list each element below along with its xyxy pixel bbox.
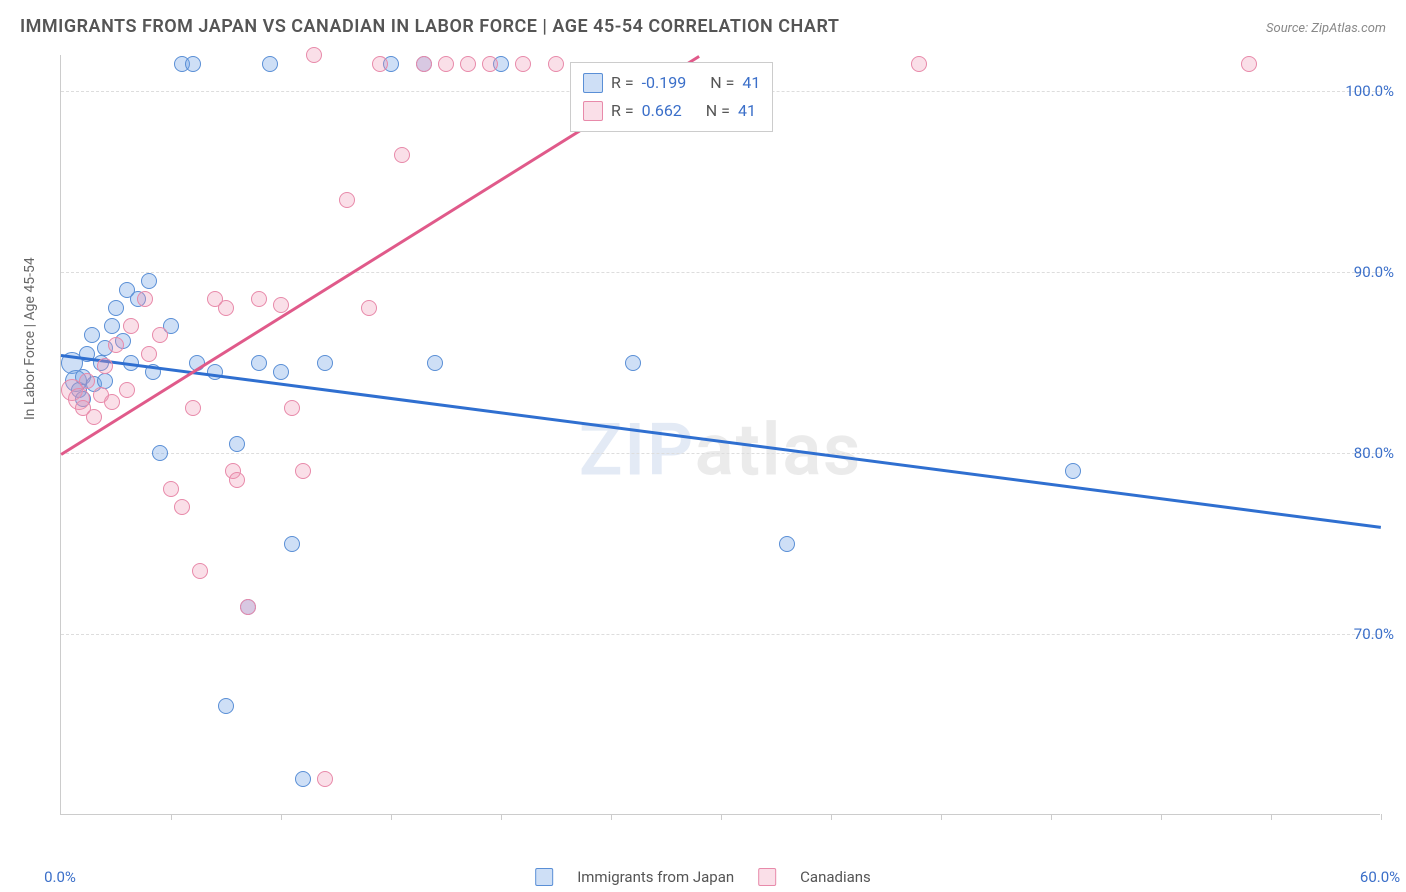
data-point — [229, 472, 245, 488]
data-point — [317, 355, 333, 371]
x-tick-label: 60.0% — [1360, 868, 1400, 886]
data-point — [273, 297, 289, 313]
watermark: ZIPatlas — [579, 407, 862, 492]
x-tick — [831, 814, 832, 820]
data-point — [163, 481, 179, 497]
data-point — [229, 436, 245, 452]
data-point — [152, 445, 168, 461]
data-point — [295, 771, 311, 787]
data-point — [119, 382, 135, 398]
x-tick — [171, 814, 172, 820]
data-point — [273, 364, 289, 380]
data-point — [240, 599, 256, 615]
x-axis-legend: Immigrants from Japan Canadians — [535, 868, 871, 886]
x-tick — [611, 814, 612, 820]
gridline — [61, 453, 1380, 454]
data-point — [174, 499, 190, 515]
data-point — [372, 56, 388, 72]
stat-R-value: 0.662 — [642, 97, 682, 125]
data-point — [251, 355, 267, 371]
x-tick — [501, 814, 502, 820]
stat-R-value: -0.199 — [642, 69, 687, 97]
data-point — [361, 300, 377, 316]
data-point — [218, 300, 234, 316]
data-point — [306, 47, 322, 63]
y-axis-label: In Labor Force | Age 45-54 — [22, 257, 38, 420]
chart-title: IMMIGRANTS FROM JAPAN VS CANADIAN IN LAB… — [20, 16, 839, 37]
data-point — [141, 346, 157, 362]
gridline — [61, 634, 1380, 635]
x-tick — [391, 814, 392, 820]
source-attribution: Source: ZipAtlas.com — [1266, 21, 1386, 36]
data-point — [104, 394, 120, 410]
data-point — [108, 337, 124, 353]
trend-line-blue — [61, 354, 1381, 528]
data-point — [123, 318, 139, 334]
stat-R-label: R = — [611, 97, 634, 125]
x-tick-label: 0.0% — [44, 868, 76, 886]
x-tick — [721, 814, 722, 820]
data-point — [295, 463, 311, 479]
gridline — [61, 272, 1380, 273]
data-point — [141, 273, 157, 289]
scatter-plot-area: ZIPatlas — [60, 55, 1380, 815]
data-point — [482, 56, 498, 72]
data-point — [108, 300, 124, 316]
data-point — [911, 56, 927, 72]
stats-swatch — [583, 73, 603, 93]
data-point — [625, 355, 641, 371]
y-tick-label: 80.0% — [1354, 444, 1394, 462]
data-point — [548, 56, 564, 72]
stat-N-label: N = — [706, 97, 730, 125]
data-point — [137, 291, 153, 307]
x-tick — [941, 814, 942, 820]
correlation-stats-box: R =-0.199N =41R =0.662N =41 — [570, 62, 773, 132]
data-point — [192, 563, 208, 579]
data-point — [97, 358, 113, 374]
legend-label-blue: Immigrants from Japan — [577, 868, 734, 886]
legend-label-pink: Canadians — [800, 868, 871, 886]
data-point — [79, 373, 95, 389]
data-point — [262, 56, 278, 72]
stats-row: R = 0.662 N = 41 — [583, 97, 760, 125]
stat-R-label: R = — [611, 69, 634, 97]
data-point — [284, 400, 300, 416]
stats-swatch — [583, 101, 603, 121]
data-point — [104, 318, 120, 334]
data-point — [218, 698, 234, 714]
data-point — [438, 56, 454, 72]
data-point — [427, 355, 443, 371]
data-point — [251, 291, 267, 307]
stat-N-value: 41 — [738, 97, 756, 125]
data-point — [394, 147, 410, 163]
data-point — [284, 536, 300, 552]
x-tick — [1051, 814, 1052, 820]
data-point — [185, 400, 201, 416]
legend-swatch-blue — [535, 868, 553, 886]
y-tick-label: 90.0% — [1354, 263, 1394, 281]
data-point — [460, 56, 476, 72]
y-tick-label: 70.0% — [1354, 625, 1394, 643]
x-tick — [1161, 814, 1162, 820]
y-tick-label: 100.0% — [1345, 82, 1394, 100]
x-tick — [281, 814, 282, 820]
data-point — [317, 771, 333, 787]
legend-swatch-pink — [758, 868, 776, 886]
data-point — [1241, 56, 1257, 72]
data-point — [1065, 463, 1081, 479]
x-tick — [1271, 814, 1272, 820]
data-point — [416, 56, 432, 72]
x-tick — [1381, 814, 1382, 820]
data-point — [515, 56, 531, 72]
data-point — [339, 192, 355, 208]
stats-row: R = -0.199 N = 41 — [583, 69, 760, 97]
stat-N-value: 41 — [742, 69, 760, 97]
data-point — [152, 327, 168, 343]
data-point — [185, 56, 201, 72]
data-point — [779, 536, 795, 552]
stat-N-label: N = — [710, 69, 734, 97]
data-point — [84, 327, 100, 343]
data-point — [86, 409, 102, 425]
